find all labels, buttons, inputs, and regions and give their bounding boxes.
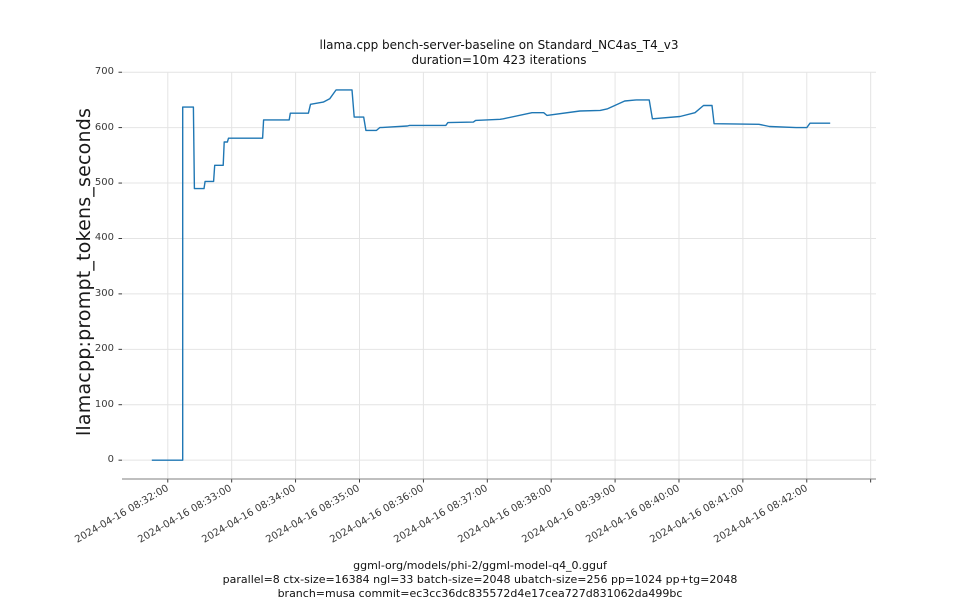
chart-title-line1: llama.cpp bench-server-baseline on Stand… (319, 38, 679, 52)
footer-bench-params: parallel=8 ctx-size=16384 ngl=33 batch-s… (222, 572, 738, 586)
footer-model-path: ggml-org/models/phi-2/ggml-model-q4_0.gg… (353, 559, 607, 572)
y-tick-label: 500 (94, 177, 114, 189)
y-tick-label: 200 (94, 343, 114, 355)
y-tick-label: 0 (107, 454, 114, 466)
y-tick-label: 300 (94, 287, 114, 299)
chart-title-line2: duration=10m 423 iterations (411, 53, 587, 67)
y-tick-label: 700 (94, 66, 114, 78)
series-line (151, 89, 831, 461)
chart-footer: ggml-org/models/phi-2/ggml-model-q4_0.gg… (0, 559, 960, 600)
y-tick-label: 100 (94, 398, 114, 410)
y-tick-label: 600 (94, 121, 114, 133)
y-tick-label: 400 (94, 232, 114, 244)
chart-title: llama.cpp bench-server-baseline on Stand… (122, 38, 876, 68)
y-axis-label: llamacpp:prompt_tokens_seconds (73, 107, 95, 437)
footer-branch-commit: branch=musa commit=ec3cc36dc835572d4e17c… (277, 586, 683, 600)
line-chart (118, 71, 876, 483)
